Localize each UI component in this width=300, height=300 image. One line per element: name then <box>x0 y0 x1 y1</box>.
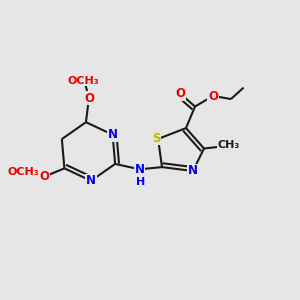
Text: N: N <box>135 163 145 176</box>
Text: N: N <box>108 128 118 141</box>
Text: CH₃: CH₃ <box>218 140 240 151</box>
Text: N: N <box>86 174 96 187</box>
Text: H: H <box>136 177 145 187</box>
Text: N: N <box>188 164 198 178</box>
Text: O: O <box>176 87 186 101</box>
Text: O: O <box>84 92 94 105</box>
Text: OCH₃: OCH₃ <box>7 167 39 177</box>
Text: O: O <box>208 89 218 103</box>
Text: O: O <box>39 170 49 183</box>
Text: OCH₃: OCH₃ <box>67 76 99 86</box>
Text: S: S <box>152 132 161 145</box>
